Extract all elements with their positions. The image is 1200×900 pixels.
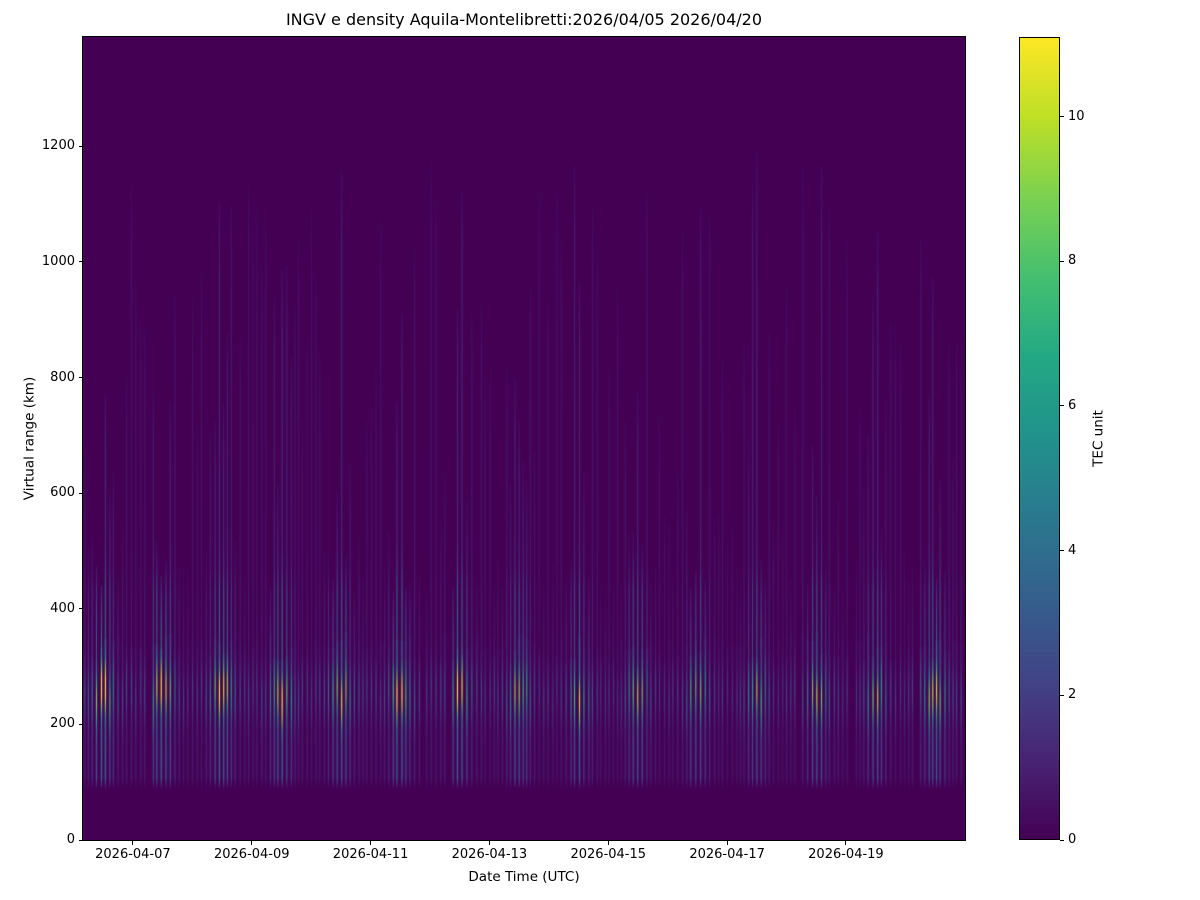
colorbar-label: TEC unit [1090,410,1107,467]
x-tick-label: 2026-04-11 [332,847,409,862]
plot-area [83,37,965,840]
x-tick-label: 2026-04-15 [570,847,647,862]
y-tick-label: 800 [50,369,75,385]
colorbar-tick-label: 6 [1068,397,1077,413]
colorbar-tick-mark [1060,116,1064,118]
colorbar-tick-label: 10 [1068,108,1085,124]
y-tick-label: 0 [66,832,75,847]
x-tick-label: 2026-04-17 [689,847,765,862]
heatmap-canvas [83,37,965,840]
y-tick-label: 400 [50,600,75,616]
x-axis-label: Date Time (UTC) [468,869,580,885]
x-tick-label: 2026-04-07 [95,847,171,862]
y-tick-mark [79,261,83,263]
y-axis-label: Virtual range (km) [21,376,38,501]
x-tick-label: 2026-04-19 [808,847,884,862]
x-tick-label: 2026-04-09 [213,847,290,862]
x-tick-mark [370,841,372,845]
y-tick-label: 1200 [41,138,75,154]
y-tick-mark [79,608,83,610]
colorbar [1019,37,1060,840]
chart-title: INGV e density Aquila-Montelibretti:2026… [285,10,763,29]
y-tick-mark [79,377,83,378]
colorbar-tick-mark [1060,405,1064,407]
colorbar-tick-label: 0 [1068,832,1077,847]
colorbar-tick-label: 8 [1068,253,1077,269]
y-tick-mark [79,723,83,725]
x-tick-mark [607,841,609,845]
x-tick-mark [488,841,490,845]
x-tick-mark [251,841,253,845]
x-tick-mark [726,841,728,845]
x-tick-label: 2026-04-13 [451,847,528,862]
colorbar-tick-label: 2 [1068,687,1077,703]
y-tick-label: 600 [50,485,75,501]
colorbar-tick-mark [1060,694,1064,696]
x-tick-mark [132,841,134,845]
colorbar-tick-mark [1060,550,1064,552]
colorbar-tick-mark [1060,839,1064,841]
colorbar-tick-label: 4 [1068,542,1077,558]
y-tick-label: 200 [50,716,75,732]
y-tick-mark [79,145,83,147]
y-tick-label: 1000 [41,253,75,269]
colorbar-tick-mark [1060,260,1064,262]
y-tick-mark [79,839,83,841]
y-tick-mark [79,492,83,494]
x-tick-mark [845,841,847,845]
